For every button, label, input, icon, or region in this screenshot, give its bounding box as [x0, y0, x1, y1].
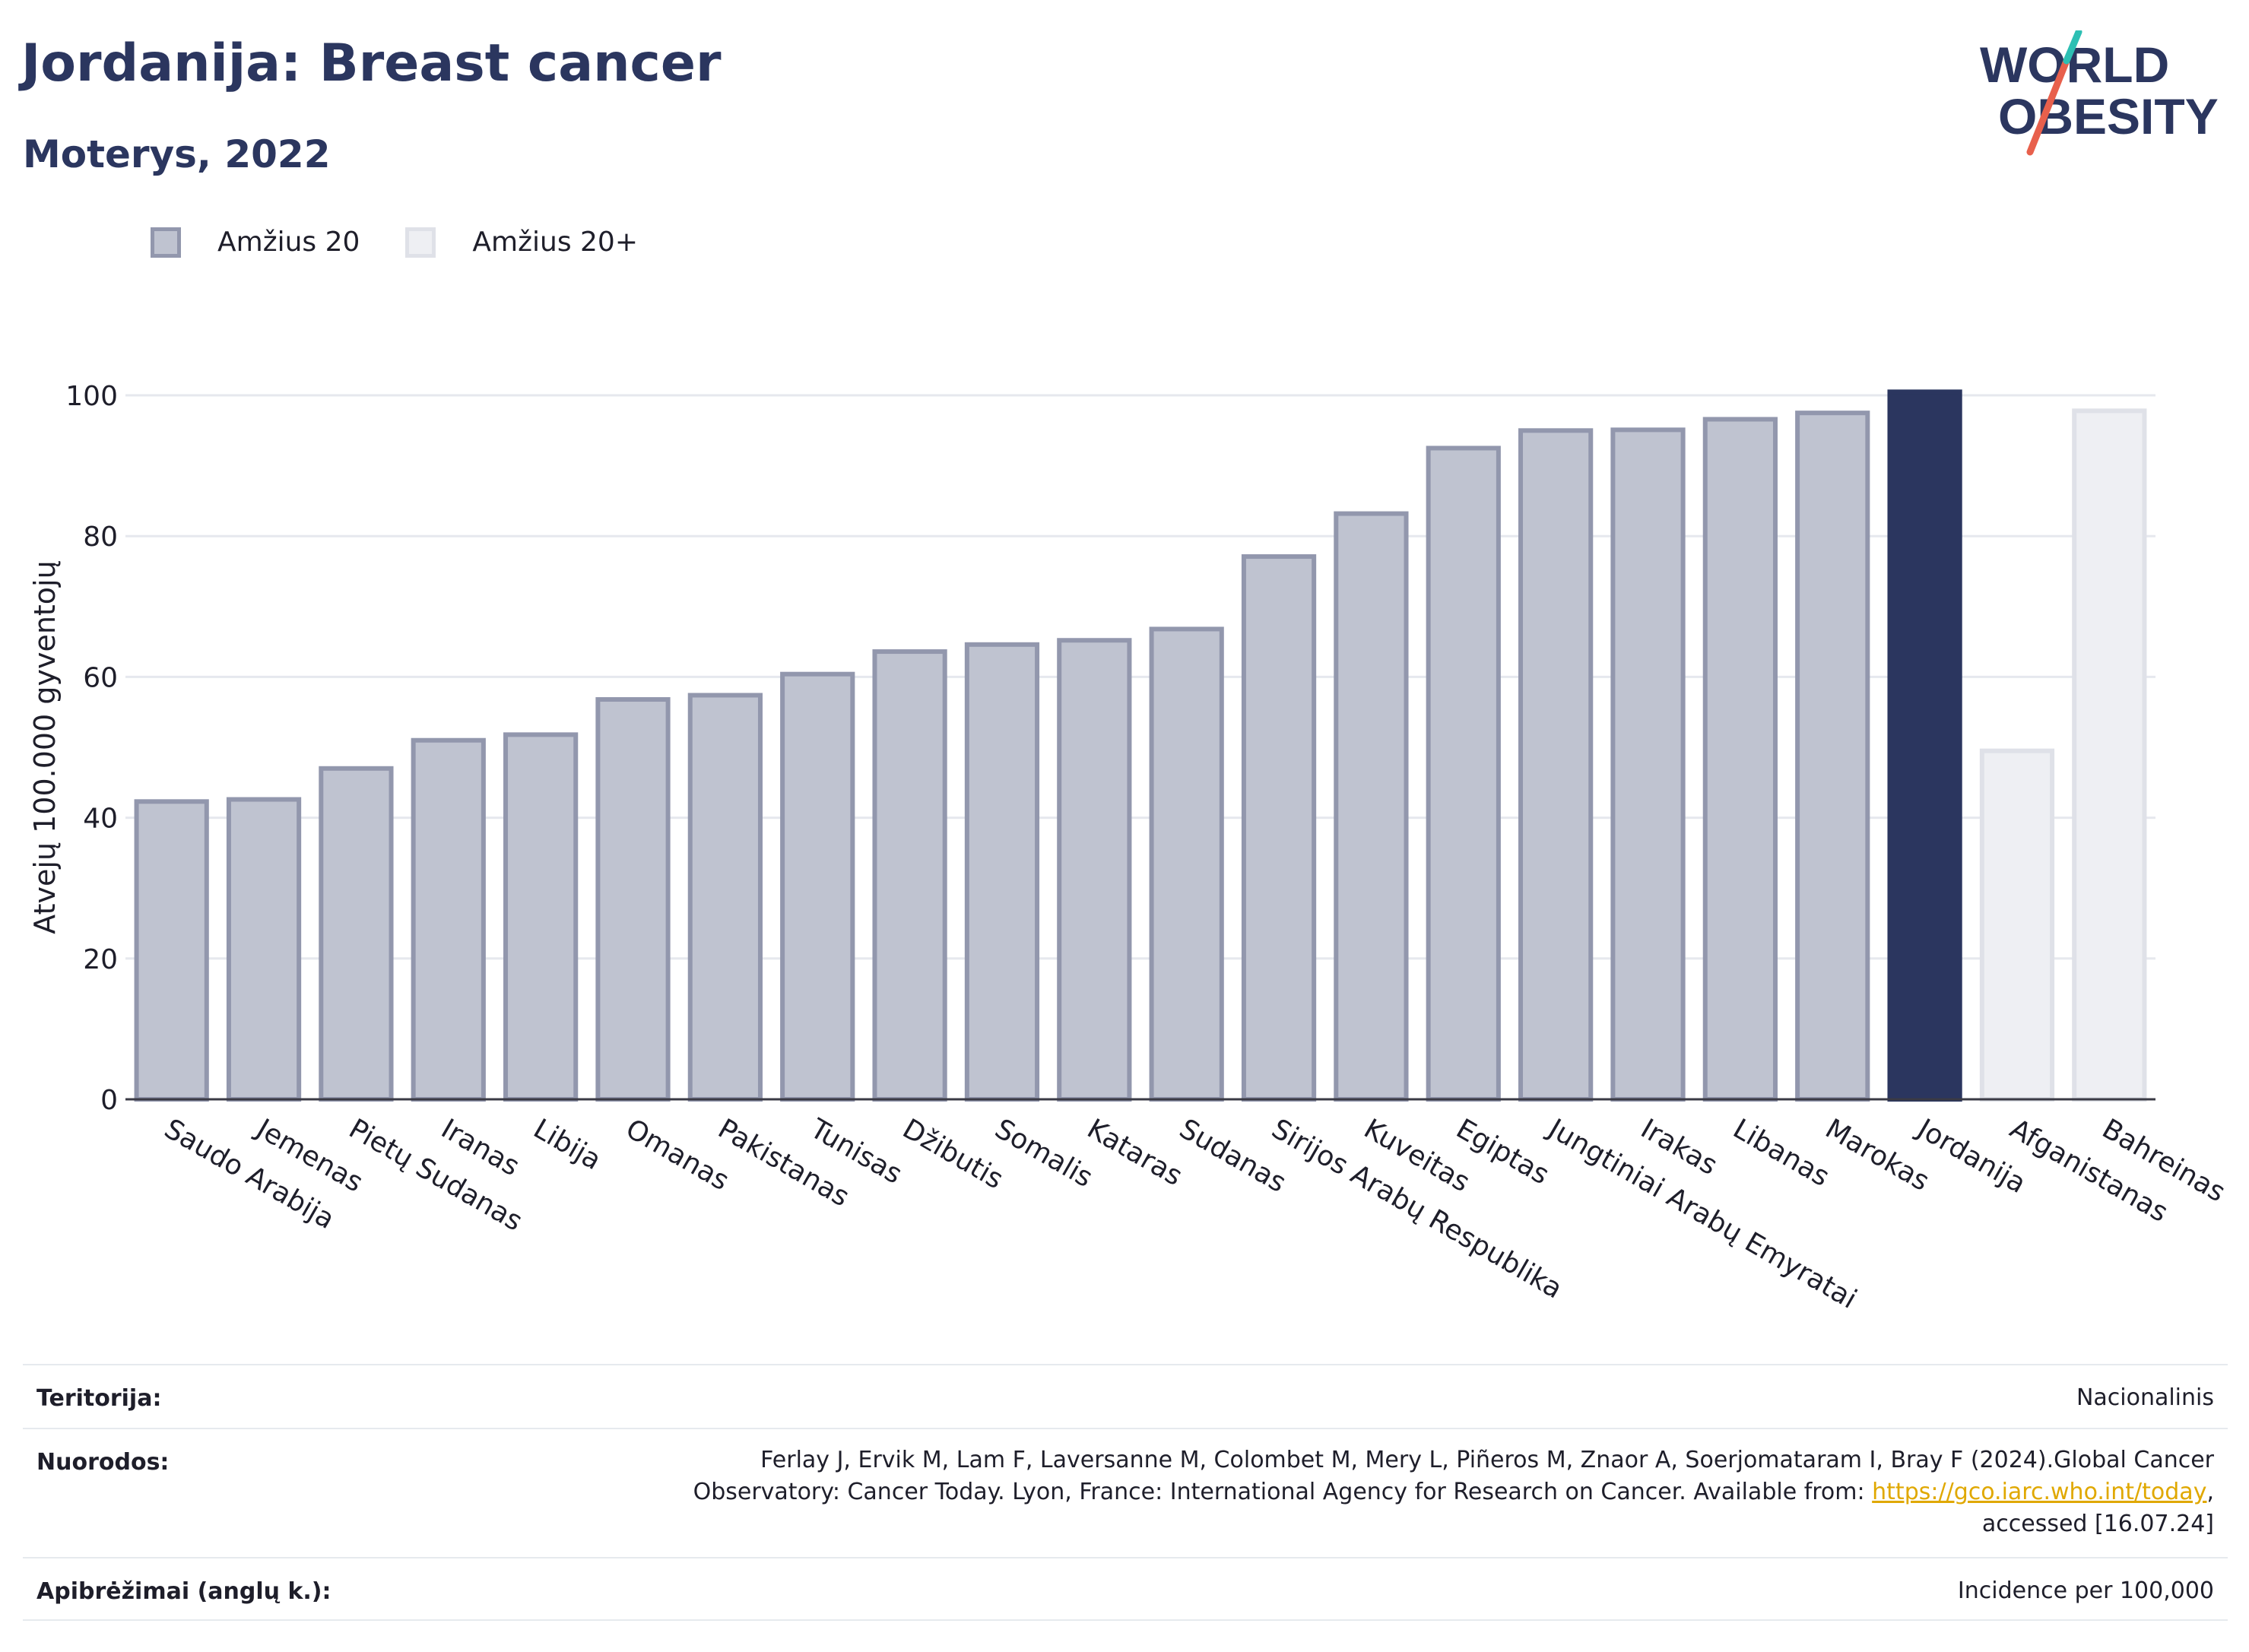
bar[interactable]: [319, 766, 394, 1102]
x-tick-label: Libanas: [1727, 1113, 1835, 1193]
bar[interactable]: [1334, 511, 1409, 1102]
x-tick-label: Somalis: [989, 1113, 1097, 1194]
references-link[interactable]: https://gco.iarc.who.int/today: [1872, 1479, 2207, 1505]
legend-label-age-20: Amžius 20: [217, 227, 360, 258]
references-line-3: accessed [16.07.24]: [1981, 1511, 2214, 1537]
bar[interactable]: [1610, 427, 1686, 1102]
bar[interactable]: [2072, 408, 2147, 1102]
bar[interactable]: [1426, 446, 1501, 1102]
bar[interactable]: [1795, 411, 1870, 1102]
bar[interactable]: [1057, 638, 1132, 1102]
x-tick-label: Marokas: [1820, 1113, 1935, 1197]
info-row-definitions: Apibrėžimai (anglų k.): Incidence per 10…: [23, 1557, 2228, 1621]
bar[interactable]: [595, 697, 671, 1102]
bar[interactable]: [1518, 428, 1594, 1102]
references-value: Ferlay J, Ervik M, Lam F, Laversanne M, …: [693, 1444, 2214, 1540]
legend-label-age-20-plus: Amžius 20+: [472, 227, 639, 258]
bar[interactable]: [1702, 417, 1778, 1102]
territory-label: Teritorija:: [36, 1385, 162, 1412]
bar[interactable]: [1887, 389, 1962, 1102]
references-line-2-end: ,: [2206, 1479, 2214, 1505]
chart-legend: Amžius 20 Amžius 20+: [151, 227, 684, 258]
x-tick-label: Libija: [528, 1113, 607, 1176]
y-tick-label: 60: [83, 662, 118, 693]
bars: [134, 389, 2147, 1102]
x-tick-label: Sudanas: [1174, 1113, 1291, 1199]
x-tick-label: Afganistanas: [2004, 1113, 2173, 1229]
bar[interactable]: [687, 693, 763, 1102]
references-line-2: Observatory: Cancer Today. Lyon, France:…: [693, 1476, 2214, 1508]
definitions-value: Incidence per 100,000: [1957, 1577, 2214, 1604]
x-tick-label: Džibutis: [897, 1113, 1008, 1195]
references-line-1: Ferlay J, Ervik M, Lam F, Laversanne M, …: [760, 1447, 2214, 1473]
legend-swatch-age-20: [151, 227, 181, 258]
info-row-territory: Teritorija: Nacionalinis: [23, 1364, 2228, 1428]
y-tick-label: 40: [83, 804, 118, 835]
x-tick-label: Kataras: [1082, 1113, 1188, 1192]
bar[interactable]: [780, 671, 855, 1102]
bar[interactable]: [1979, 748, 2055, 1102]
definitions-label: Apibrėžimai (anglų k.):: [36, 1578, 331, 1605]
y-tick-label: 100: [65, 381, 118, 412]
x-tick-label: Omanas: [620, 1113, 734, 1197]
bar[interactable]: [503, 732, 579, 1102]
legend-item-age-20[interactable]: Amžius 20: [151, 227, 360, 258]
references-line-2-text: Observatory: Cancer Today. Lyon, France:…: [693, 1479, 1873, 1505]
bar[interactable]: [226, 797, 302, 1102]
y-tick-label: 0: [100, 1085, 118, 1116]
bar[interactable]: [411, 737, 486, 1102]
references-label: Nuorodos:: [36, 1449, 170, 1476]
y-axis-title: Atvejų 100.000 gyventojų: [28, 560, 62, 934]
bar[interactable]: [134, 799, 209, 1102]
y-tick-labels: 0 20 40 60 80 100: [65, 381, 118, 1116]
page-subtitle: Moterys, 2022: [23, 132, 331, 176]
info-row-references: Nuorodos: Ferlay J, Ervik M, Lam F, Lave…: [23, 1428, 2228, 1557]
y-tick-label: 20: [83, 944, 118, 975]
territory-value: Nacionalinis: [2076, 1384, 2214, 1411]
y-tick-label: 80: [83, 522, 118, 553]
page-title: Jordanija: Breast cancer: [21, 33, 722, 94]
bar[interactable]: [964, 642, 1040, 1102]
bar[interactable]: [1241, 554, 1317, 1102]
world-obesity-logo: WORLD OBESITY: [1980, 30, 2219, 156]
legend-swatch-age-20-plus: [405, 227, 436, 258]
legend-item-age-20-plus[interactable]: Amžius 20+: [405, 227, 638, 258]
bar[interactable]: [1149, 626, 1224, 1102]
bar[interactable]: [872, 649, 947, 1102]
